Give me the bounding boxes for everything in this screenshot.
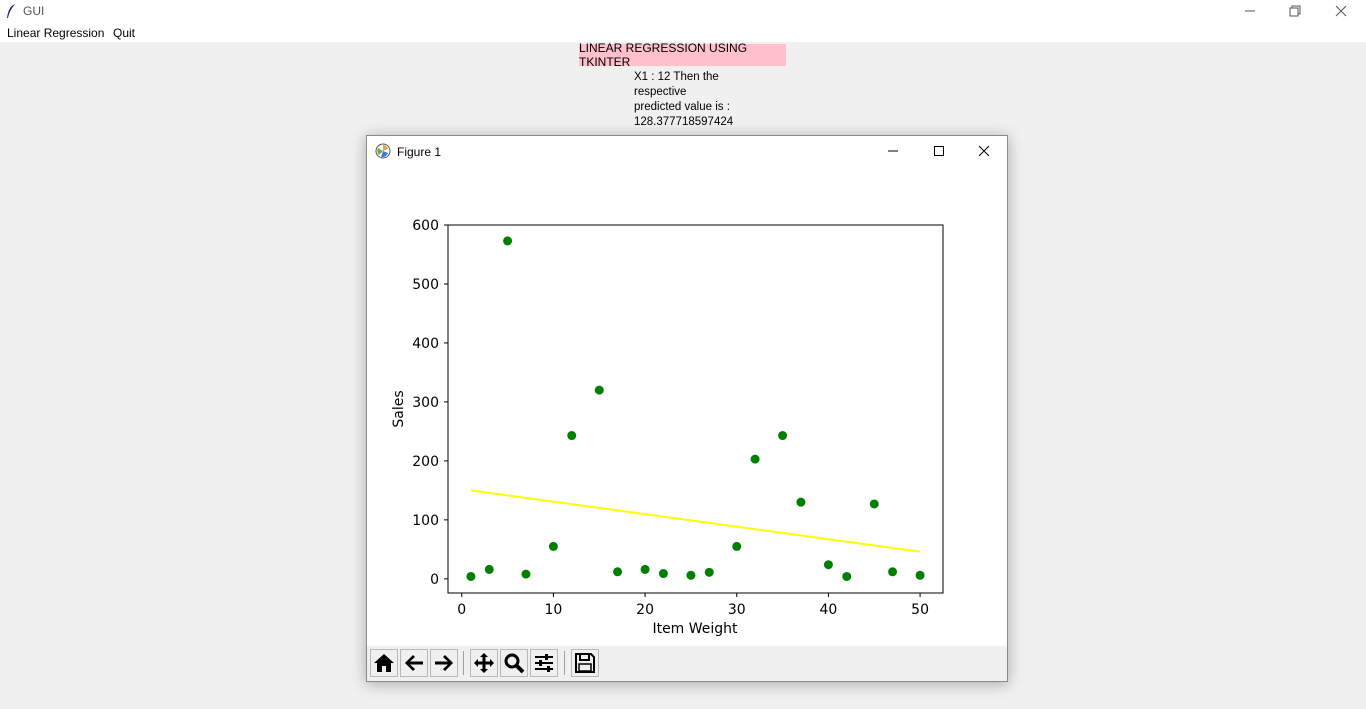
feather-icon: [5, 3, 17, 22]
toolbar-separator: [564, 651, 565, 675]
save-icon: [575, 653, 595, 673]
title-banner: LINEAR REGRESSION USING TKINTER: [579, 41, 786, 69]
data-point: [503, 236, 513, 246]
toolbar-separator: [463, 651, 464, 675]
figure-close-button[interactable]: [964, 140, 1004, 162]
y-tick-label: 100: [412, 513, 439, 529]
data-point: [613, 567, 623, 577]
forward-button[interactable]: [430, 649, 458, 677]
data-point: [842, 571, 852, 581]
save-button[interactable]: [571, 649, 599, 677]
data-point: [823, 560, 833, 570]
y-tick-label: 300: [412, 395, 439, 411]
result-line-3: predicted value is :: [634, 101, 730, 113]
plot-area: [447, 224, 944, 594]
x-tick-label: 50: [911, 602, 929, 618]
figure-maximize-button[interactable]: [919, 140, 959, 162]
result-line-1: X1 : 12 Then the: [634, 71, 719, 83]
zoom-icon: [504, 653, 525, 674]
regression-line: [470, 489, 921, 553]
data-point: [658, 569, 668, 579]
y-tick-label: 600: [412, 218, 439, 234]
minimize-button[interactable]: [1227, 0, 1273, 22]
data-point: [484, 564, 494, 574]
data-point: [778, 431, 788, 441]
x-tick-label: 0: [457, 602, 466, 618]
window-title: GUI: [23, 4, 45, 18]
maximize-icon: [934, 146, 944, 156]
result-line-4: 128.377718597424: [634, 116, 734, 128]
navigation-toolbar: [367, 646, 1007, 681]
x-axis-label: Item Weight: [652, 621, 738, 637]
figure-minimize-button[interactable]: [873, 140, 913, 162]
result-line-2: respective: [634, 86, 687, 98]
data-point: [732, 541, 742, 551]
zoom-button[interactable]: [500, 649, 528, 677]
pan-icon: [474, 653, 494, 673]
minimize-icon: [888, 150, 898, 152]
y-axis-label: Sales: [391, 390, 407, 427]
matplotlib-icon: [375, 143, 391, 162]
data-point: [594, 385, 604, 395]
data-point: [466, 571, 476, 581]
data-point: [567, 431, 577, 441]
data-point: [686, 570, 696, 580]
x-tick-label: 10: [545, 602, 563, 618]
figure-window: Figure 1 0 100 200 300 400 500 600 0 10 20 30 40 50…: [366, 135, 1008, 682]
scatter-plot: 0 100 200 300 400 500 600 0 10 20 30 40 50 Item Wei…: [391, 218, 944, 637]
x-tick-label: 40: [820, 602, 838, 618]
restore-icon: [1289, 5, 1301, 17]
forward-arrow-icon: [435, 655, 453, 671]
configure-subplots-button[interactable]: [530, 649, 558, 677]
restore-button[interactable]: [1272, 0, 1318, 22]
close-icon: [1335, 5, 1347, 17]
data-point: [640, 564, 650, 574]
pan-button[interactable]: [470, 649, 498, 677]
configure-subplots-icon: [535, 654, 553, 672]
data-point: [750, 454, 760, 464]
back-arrow-icon: [405, 655, 423, 671]
y-tick-label: 0: [430, 572, 439, 588]
home-icon: [374, 654, 394, 672]
figure-title: Figure 1: [397, 145, 442, 159]
back-button[interactable]: [400, 649, 428, 677]
home-button[interactable]: [370, 649, 398, 677]
y-tick-label: 500: [412, 277, 439, 293]
data-point: [704, 567, 714, 577]
y-tick-label: 200: [412, 454, 439, 470]
data-point: [796, 497, 806, 507]
menu-quit[interactable]: Quit: [113, 26, 136, 40]
data-point: [521, 569, 531, 579]
data-point: [888, 567, 898, 577]
x-tick-label: 30: [728, 602, 746, 618]
data-point: [548, 541, 558, 551]
y-tick-label: 400: [412, 336, 439, 352]
menu-bar: Linear Regression Quit: [0, 22, 1366, 42]
window-titlebar: GUI: [0, 0, 1366, 22]
data-point: [869, 499, 879, 509]
minimize-icon: [1245, 10, 1255, 12]
close-icon: [978, 145, 990, 157]
x-tick-label: 20: [636, 602, 654, 618]
close-button[interactable]: [1318, 0, 1364, 22]
data-point: [915, 570, 925, 580]
menu-linear-regression[interactable]: Linear Regression: [7, 26, 105, 40]
